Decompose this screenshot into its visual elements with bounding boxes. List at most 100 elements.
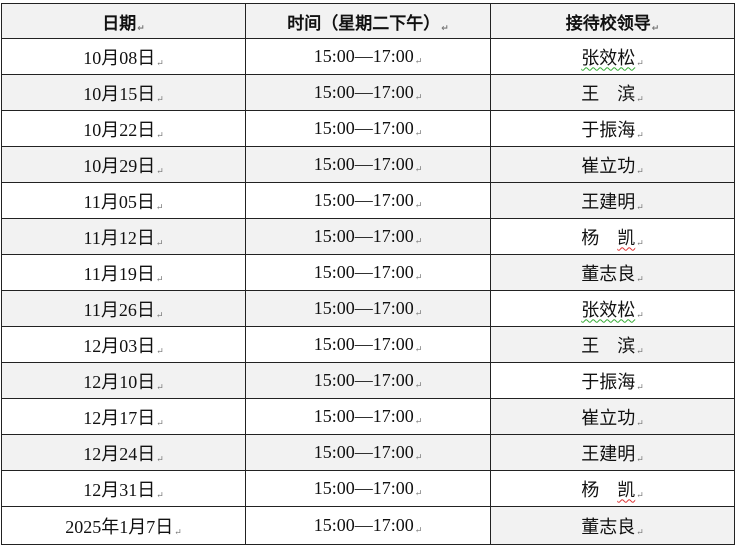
paragraph-mark-icon: ↵: [414, 344, 423, 354]
date-text: 10月22日: [83, 119, 156, 140]
paragraph-mark-icon: ↵: [636, 57, 644, 68]
table-header-row: 日期↵ 时间（星期二下午）↵ 接待校领导↵: [1, 3, 735, 39]
leader-text: 崔立功: [581, 155, 636, 176]
paragraph-mark-icon: ↵: [155, 237, 164, 248]
paragraph-mark-icon: ↵: [636, 201, 644, 212]
time-text: 15:00—17:00: [313, 406, 414, 426]
cell-leader: 张效松↵: [490, 38, 735, 75]
paragraph-mark-icon: ↵: [155, 273, 164, 284]
paragraph-mark-icon: ↵: [414, 128, 423, 138]
cell-date: 12月24日↵: [1, 434, 246, 471]
cell-time: 15:00—17:00↵: [245, 290, 491, 327]
cell-time: 15:00—17:00↵: [245, 110, 491, 147]
paragraph-mark-icon: ↵: [414, 272, 423, 282]
cell-date: 2025年1月7日↵: [1, 506, 246, 545]
paragraph-mark-icon: ↵: [414, 200, 423, 210]
paragraph-mark-icon: ↵: [636, 453, 644, 464]
cell-date: 11月26日↵: [1, 290, 246, 327]
paragraph-mark-icon: ↵: [636, 417, 644, 428]
cell-time: 15:00—17:00↵: [245, 362, 491, 399]
cell-leader: 董志良↵: [490, 506, 735, 545]
cell-date: 11月19日↵: [1, 254, 246, 291]
leader-text: 王建明: [581, 443, 636, 464]
paragraph-mark-icon: ↵: [156, 489, 164, 500]
cell-time: 15:00—17:00↵: [245, 254, 491, 291]
leader-text: 杨: [581, 227, 618, 248]
header-leader: 接待校领导↵: [490, 3, 735, 39]
paragraph-mark-icon: ↵: [636, 165, 644, 176]
time-text: 15:00—17:00: [313, 298, 414, 318]
cell-leader: 于振海↵: [490, 110, 735, 147]
date-text: 2025年1月7日: [65, 516, 174, 537]
leader-text: 张效松: [581, 47, 636, 68]
paragraph-mark-icon: ↵: [636, 489, 644, 500]
cell-time: 15:00—17:00↵: [245, 434, 491, 471]
paragraph-mark-icon: ↵: [651, 23, 660, 34]
paragraph-mark-icon: ↵: [155, 201, 164, 212]
paragraph-mark-icon: ↵: [137, 23, 145, 34]
cell-leader: 杨 凯↵: [490, 470, 735, 507]
time-text: 15:00—17:00: [313, 118, 414, 138]
cell-time: 15:00—17:00↵: [245, 326, 491, 363]
paragraph-mark-icon: ↵: [156, 417, 164, 428]
paragraph-mark-icon: ↵: [636, 309, 644, 320]
paragraph-mark-icon: ↵: [414, 488, 423, 498]
leader-text: 董志良: [581, 516, 636, 537]
cell-date: 10月22日↵: [1, 110, 246, 147]
date-text: 10月15日: [83, 83, 156, 104]
table-row: 10月15日↵ 15:00—17:00↵ 王 滨↵: [1, 74, 735, 111]
time-text: 15:00—17:00: [313, 334, 414, 354]
table-row: 12月10日↵ 15:00—17:00↵ 于振海↵: [1, 362, 735, 399]
paragraph-mark-icon: ↵: [636, 93, 644, 104]
spellcheck-flagged-text: 凯: [617, 227, 636, 248]
paragraph-mark-icon: ↵: [636, 381, 644, 392]
cell-date: 12月17日↵: [1, 398, 246, 435]
date-text: 10月29日: [83, 155, 156, 176]
date-text: 12月10日: [83, 371, 156, 392]
time-text: 15:00—17:00: [313, 190, 414, 210]
cell-leader: 董志良↵: [490, 254, 735, 291]
table-row: 11月19日↵ 15:00—17:00↵ 董志良↵: [1, 254, 735, 291]
table-row: 10月08日↵ 15:00—17:00↵ 张效松↵: [1, 38, 735, 75]
date-text: 11月05日: [83, 191, 155, 212]
cell-leader: 王 滨↵: [490, 74, 735, 111]
paragraph-mark-icon: ↵: [414, 236, 423, 246]
paragraph-mark-icon: ↵: [636, 526, 644, 537]
table-row: 12月17日↵ 15:00—17:00↵ 崔立功↵: [1, 398, 735, 435]
cell-date: 10月15日↵: [1, 74, 246, 111]
table-row: 10月22日↵ 15:00—17:00↵ 于振海↵: [1, 110, 735, 147]
cell-leader: 王 滨↵: [490, 326, 735, 363]
table-row: 10月29日↵ 15:00—17:00↵ 崔立功↵: [1, 146, 735, 183]
cell-date: 10月29日↵: [1, 146, 246, 183]
paragraph-mark-icon: ↵: [636, 237, 644, 248]
paragraph-mark-icon: ↵: [156, 165, 164, 176]
leader-text: 董志良: [581, 263, 636, 284]
time-text: 15:00—17:00: [313, 154, 414, 174]
paragraph-mark-icon: ↵: [441, 23, 449, 34]
header-date: 日期↵: [1, 3, 246, 39]
paragraph-mark-icon: ↵: [155, 309, 164, 320]
paragraph-mark-icon: ↵: [636, 129, 644, 140]
header-time: 时间（星期二下午）↵: [245, 3, 491, 39]
leader-text: 于振海: [581, 119, 636, 140]
cell-time: 15:00—17:00↵: [245, 38, 491, 75]
date-text: 12月31日: [83, 479, 156, 500]
time-text: 15:00—17:00: [313, 226, 414, 246]
leader-text: 崔立功: [581, 407, 636, 428]
cell-time: 15:00—17:00↵: [245, 470, 491, 507]
date-text: 12月17日: [83, 407, 156, 428]
time-text: 15:00—17:00: [313, 515, 414, 535]
date-text: 12月03日: [83, 335, 156, 356]
paragraph-mark-icon: ↵: [414, 525, 423, 535]
cell-date: 12月31日↵: [1, 470, 246, 507]
paragraph-mark-icon: ↵: [414, 56, 423, 66]
cell-date: 10月08日↵: [1, 38, 246, 75]
cell-time: 15:00—17:00↵: [245, 146, 491, 183]
paragraph-mark-icon: ↵: [174, 526, 182, 537]
time-text: 15:00—17:00: [313, 46, 414, 66]
cell-leader: 崔立功↵: [490, 398, 735, 435]
leader-text: 杨: [581, 479, 618, 500]
table-row: 11月12日↵ 15:00—17:00↵ 杨 凯↵: [1, 218, 735, 255]
cell-time: 15:00—17:00↵: [245, 74, 491, 111]
cell-leader: 张效松↵: [490, 290, 735, 327]
